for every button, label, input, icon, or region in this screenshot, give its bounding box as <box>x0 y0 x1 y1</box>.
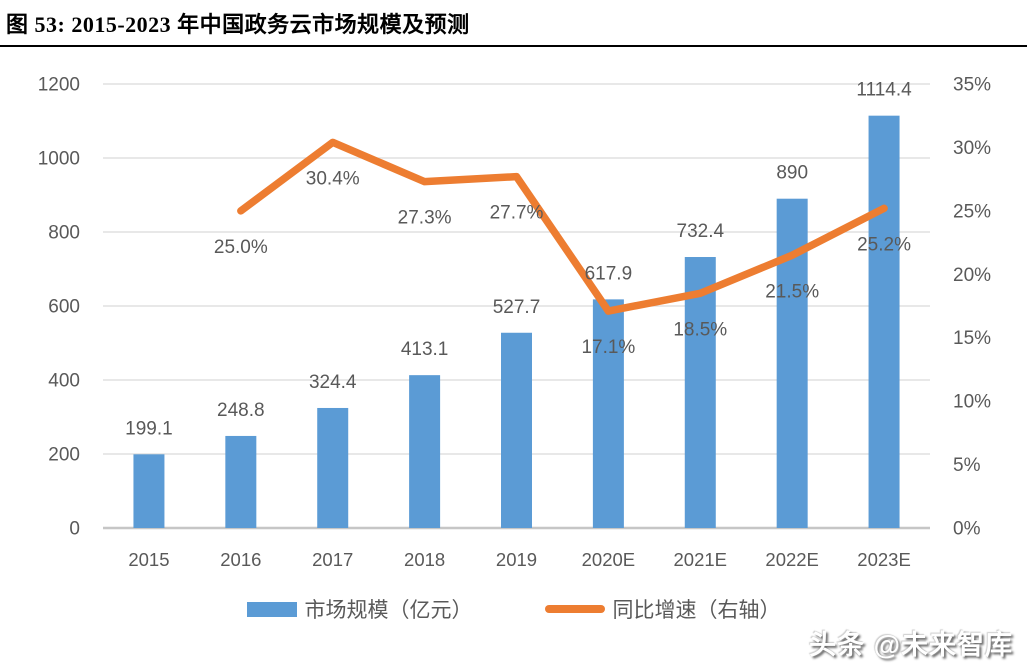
bar-value-label-2017: 324.4 <box>309 372 357 393</box>
bar-value-label-2015: 199.1 <box>125 418 173 439</box>
line-value-label-2018: 27.3% <box>398 208 452 229</box>
line-series-label: 同比增速（右轴） <box>612 599 781 622</box>
x-axis-label-2018: 2018 <box>404 549 445 570</box>
x-axis-label-2019: 2019 <box>496 549 537 570</box>
bar-value-label-2018: 413.1 <box>401 339 449 360</box>
line-value-label-2020E: 17.1% <box>581 337 635 358</box>
line-value-label-2016: 25.0% <box>214 237 268 258</box>
left-axis-tick-label: 0 <box>69 519 80 540</box>
bar-value-label-2023E: 1114.4 <box>856 80 912 101</box>
line-value-label-2022E: 21.5% <box>765 281 819 302</box>
bar-2021E <box>684 257 716 528</box>
x-axis-label-2016: 2016 <box>220 549 261 570</box>
bar-2023E <box>868 115 900 528</box>
bar-value-label-2016: 248.8 <box>217 400 265 421</box>
bar-2015 <box>133 454 165 528</box>
bar-2019 <box>501 332 532 528</box>
bar-2018 <box>409 375 441 528</box>
left-axis-tick-label: 200 <box>48 445 80 466</box>
legend-item-market-size: 市场规模（亿元） <box>246 594 473 624</box>
right-axis-tick-label: 10% <box>953 392 991 413</box>
bar-2016 <box>225 435 257 528</box>
line-value-label-2023E: 25.2% <box>857 234 911 255</box>
right-axis-tick-label: 30% <box>953 138 991 159</box>
bar-series-label: 市场规模（亿元） <box>304 599 473 622</box>
right-axis-tick-label: 35% <box>953 75 991 96</box>
left-axis-tick-label: 1000 <box>38 149 80 170</box>
figure-title: 图 53: 2015-2023 年中国政务云市场规模及预测 <box>6 12 470 37</box>
x-axis-label-2015: 2015 <box>128 549 169 570</box>
left-axis-tick-label: 1200 <box>38 75 80 96</box>
bar-value-label-2022E: 890 <box>776 163 808 184</box>
left-axis-tick-label: 400 <box>48 371 80 392</box>
right-axis-tick-label: 0% <box>953 519 981 540</box>
legend-item-growth-rate: 同比增速（右轴） <box>544 594 781 624</box>
x-axis-label-2022E: 2022E <box>765 549 819 570</box>
bar-series-swatch <box>246 601 297 617</box>
bar-value-label-2019: 527.7 <box>493 297 541 318</box>
bar-value-label-2020E: 617.9 <box>585 263 633 284</box>
growth-rate-line <box>237 138 888 315</box>
bar-2017 <box>317 407 349 528</box>
x-axis-label-2023E: 2023E <box>857 549 911 570</box>
watermark-toutiao-future-thinktank: 头条 @未来智库 <box>809 630 1013 660</box>
x-axis-label-2021E: 2021E <box>674 549 728 570</box>
title-underline-rule <box>0 45 1027 47</box>
right-axis-tick-label: 15% <box>953 328 991 349</box>
bar-2020E <box>592 299 624 528</box>
right-axis-tick-label: 20% <box>953 265 991 286</box>
bar-value-label-2021E: 732.4 <box>677 221 725 242</box>
line-value-label-2019: 27.7% <box>490 203 544 224</box>
x-axis-label-2017: 2017 <box>312 549 353 570</box>
chart-legend: 市场规模（亿元） 同比增速（右轴） <box>0 594 1027 624</box>
figure-header: 图 53: 2015-2023 年中国政务云市场规模及预测 <box>0 0 1027 47</box>
line-value-label-2017: 30.4% <box>306 168 360 189</box>
right-axis-tick-label: 5% <box>953 455 981 476</box>
left-axis-tick-label: 800 <box>48 223 80 244</box>
x-axis-label-2020E: 2020E <box>582 549 636 570</box>
left-axis-tick-label: 600 <box>48 297 80 318</box>
line-value-label-2021E: 18.5% <box>673 319 727 340</box>
line-series-swatch <box>544 605 605 613</box>
right-axis-tick-label: 25% <box>953 201 991 222</box>
